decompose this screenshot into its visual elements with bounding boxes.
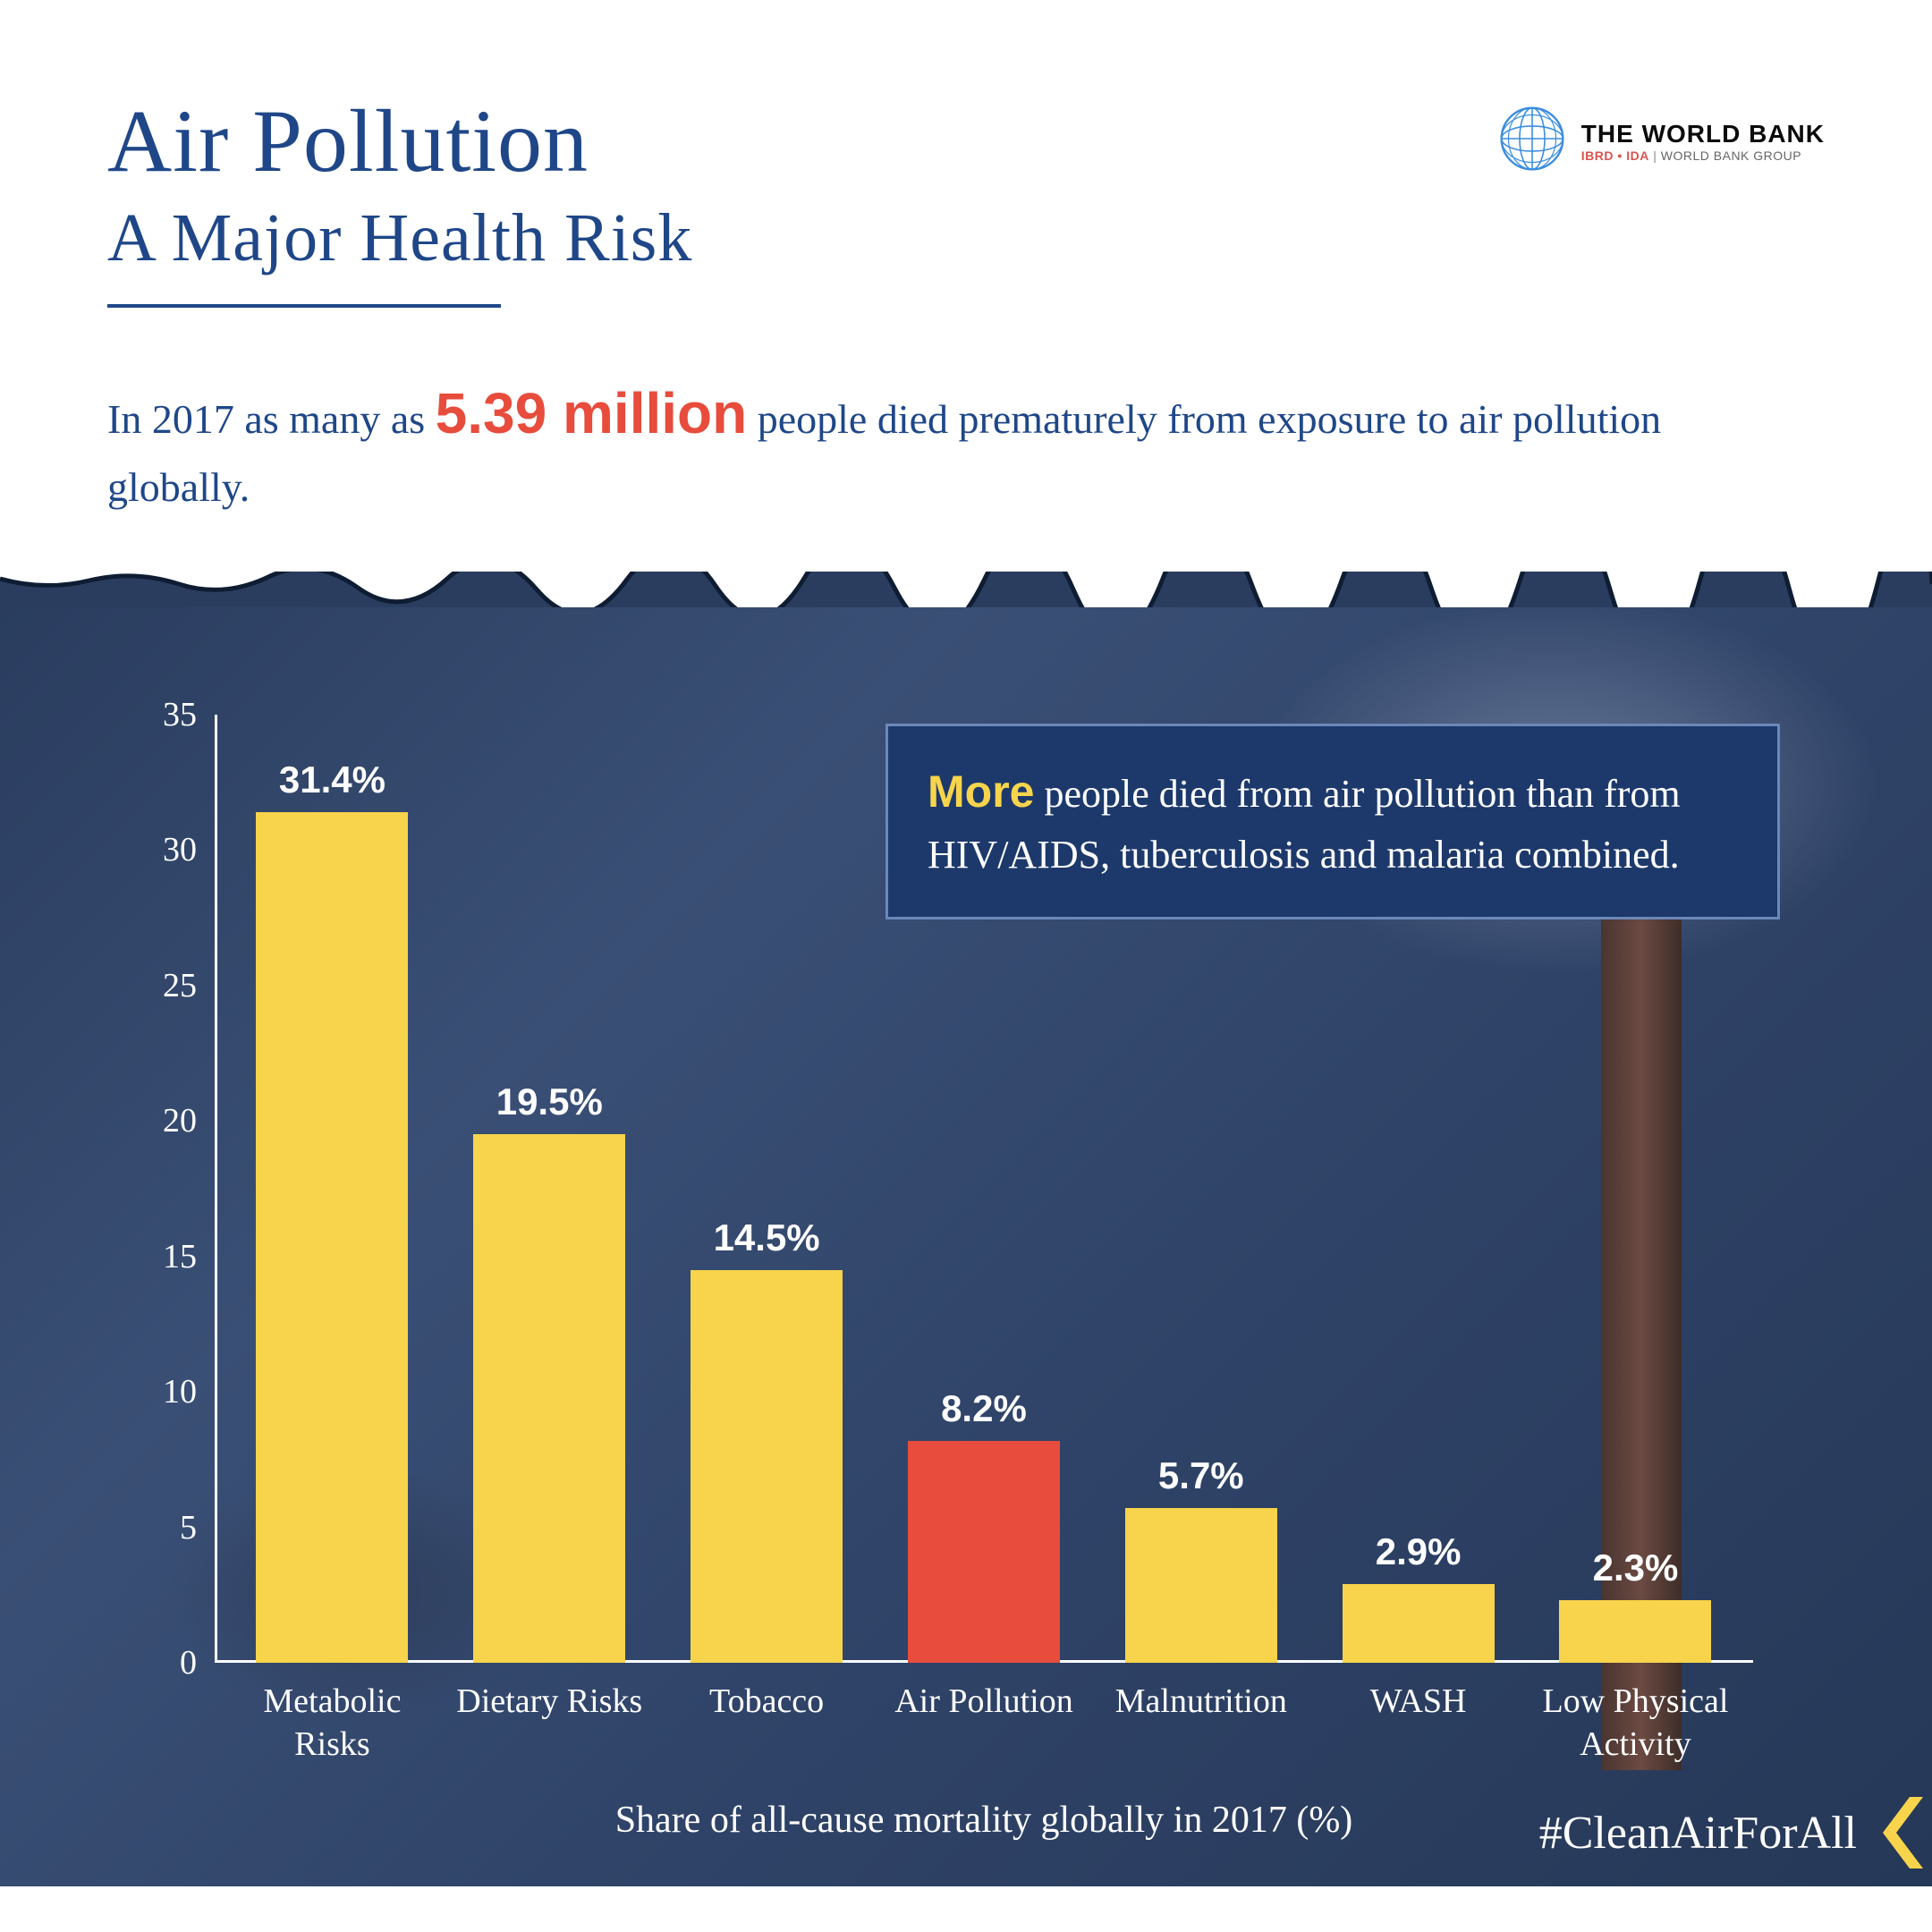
y-axis: 05101520253035 <box>143 715 215 1663</box>
page-title: Air Pollution <box>107 89 1497 192</box>
bar-group: 5.7%Malnutrition <box>1125 1454 1277 1663</box>
callout-box: More people died from air pollution than… <box>886 724 1780 919</box>
logo-sub-text: IBRD • IDA | WORLD BANK GROUP <box>1581 148 1825 163</box>
y-tick: 15 <box>163 1237 197 1276</box>
bar-group: 2.3%Low Physical Activity <box>1559 1546 1711 1663</box>
intro-prefix: In 2017 as many as <box>107 396 436 442</box>
y-tick: 10 <box>163 1372 197 1411</box>
logo-main-text: THE WORLD BANK <box>1581 120 1825 148</box>
y-tick: 20 <box>163 1101 197 1140</box>
y-tick: 0 <box>180 1643 197 1682</box>
bar-group: 19.5%Dietary Risks <box>473 1080 625 1663</box>
page-subtitle: A Major Health Risk <box>107 199 1497 277</box>
bar <box>691 1270 843 1663</box>
title-underline <box>107 304 501 308</box>
bar-value-label: 2.3% <box>1593 1546 1679 1589</box>
y-tick: 35 <box>163 695 197 734</box>
chevron-icon <box>1878 1797 1932 1868</box>
header-section: Air Pollution A Major Health Risk THE WO… <box>0 0 1932 572</box>
bar <box>1559 1600 1711 1663</box>
chart-section: 05101520253035 31.4%Metabolic Risks19.5%… <box>0 607 1932 1886</box>
bar-category-label: Dietary Risks <box>446 1681 652 1724</box>
bar <box>256 812 408 1663</box>
footer-tag: #CleanAirForAll <box>1539 1797 1932 1868</box>
bar-group: 31.4%Metabolic Risks <box>256 758 408 1663</box>
header-row: Air Pollution A Major Health Risk THE WO… <box>107 89 1825 308</box>
bar-value-label: 19.5% <box>496 1080 603 1123</box>
bar-value-label: 31.4% <box>279 758 386 801</box>
y-tick: 25 <box>163 966 197 1005</box>
bar-category-label: Tobacco <box>664 1681 869 1724</box>
logo-text: THE WORLD BANK IBRD • IDA | WORLD BANK G… <box>1581 120 1825 163</box>
title-block: Air Pollution A Major Health Risk <box>107 89 1497 308</box>
callout-text: people died from air pollution than from… <box>928 772 1681 877</box>
bar-value-label: 5.7% <box>1158 1454 1244 1497</box>
bar-value-label: 14.5% <box>714 1216 820 1259</box>
bar-category-label: Malnutrition <box>1098 1681 1304 1724</box>
bar-group: 14.5%Tobacco <box>691 1216 843 1663</box>
bar <box>908 1441 1060 1663</box>
intro-text: In 2017 as many as 5.39 million people d… <box>107 370 1807 518</box>
bar <box>473 1134 625 1663</box>
callout-strong: More <box>928 767 1034 817</box>
world-bank-logo: THE WORLD BANK IBRD • IDA | WORLD BANK G… <box>1497 89 1825 178</box>
bar-value-label: 8.2% <box>941 1387 1027 1430</box>
hashtag: #CleanAirForAll <box>1539 1807 1857 1860</box>
y-tick: 30 <box>163 830 197 869</box>
bar-category-label: Low Physical Activity <box>1532 1681 1738 1766</box>
y-tick: 5 <box>180 1508 197 1547</box>
bar-category-label: Air Pollution <box>881 1681 1087 1724</box>
globe-icon <box>1497 104 1567 178</box>
bar-category-label: WASH <box>1316 1681 1521 1724</box>
bar-value-label: 2.9% <box>1376 1530 1462 1573</box>
bar <box>1343 1584 1495 1663</box>
torn-edge-divider <box>0 572 1932 607</box>
intro-highlight: 5.39 million <box>436 381 748 445</box>
bar-group: 2.9%WASH <box>1343 1530 1495 1663</box>
bar-category-label: Metabolic Risks <box>229 1681 435 1766</box>
bar <box>1125 1508 1277 1663</box>
bar-group: 8.2%Air Pollution <box>908 1387 1060 1663</box>
x-axis-title: Share of all-cause mortality globally in… <box>215 1799 1753 1842</box>
